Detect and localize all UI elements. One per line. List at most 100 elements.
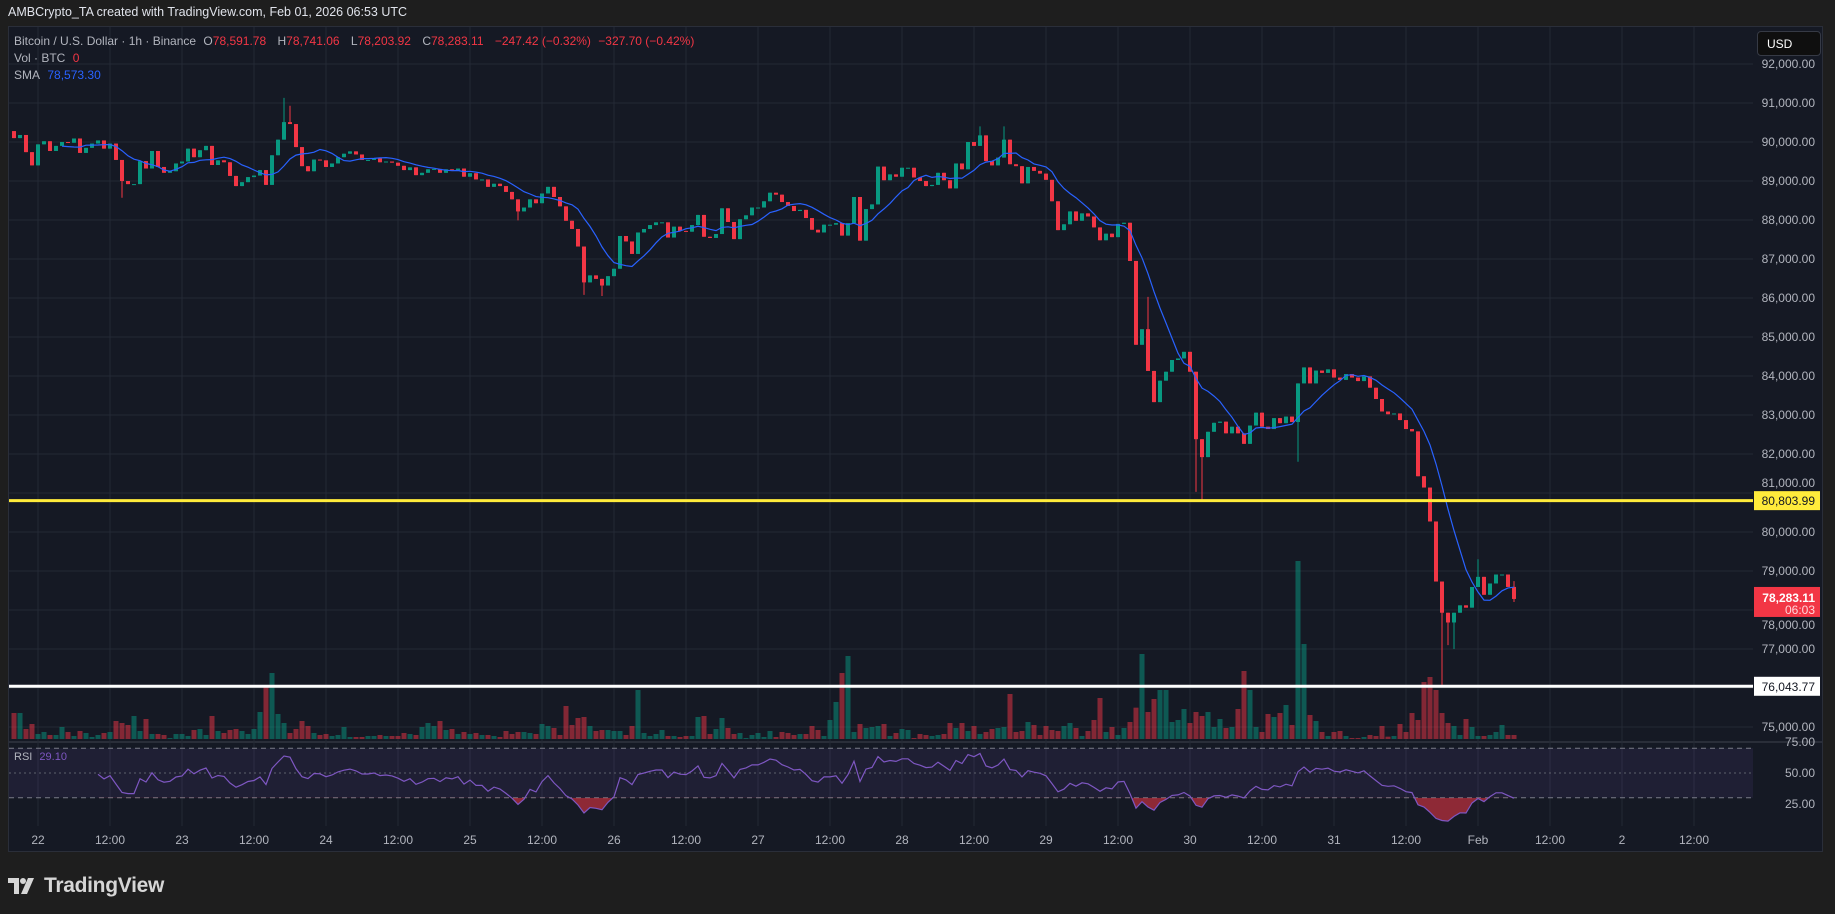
candle-body — [1368, 376, 1372, 388]
rsi-line — [97, 752, 1515, 822]
candle — [876, 166, 880, 205]
candle — [942, 172, 946, 181]
time-axis-label: 12:00 — [959, 833, 989, 847]
candle — [534, 199, 538, 204]
candle-body — [1302, 367, 1306, 384]
candle-body — [360, 154, 364, 160]
candle — [666, 222, 670, 238]
candle — [750, 207, 754, 216]
candle — [816, 229, 820, 233]
volume-bar — [1031, 725, 1037, 739]
volume-bar — [209, 716, 215, 739]
volume-bar — [575, 718, 581, 739]
volume-bar — [773, 737, 779, 739]
candle-body — [600, 278, 604, 286]
volume-bar — [1145, 712, 1151, 739]
candle-body — [1482, 576, 1486, 595]
volume-bar — [1223, 728, 1229, 739]
volume-bar — [1307, 715, 1313, 739]
close-value: 78,283.11 — [431, 34, 484, 48]
sma-line — [61, 143, 1515, 601]
candle-body — [1410, 429, 1414, 432]
level-price-tag — [1754, 676, 1820, 696]
candle-body — [42, 141, 46, 145]
currency-button[interactable]: USD — [1757, 31, 1821, 56]
candle-body — [510, 191, 514, 200]
candle — [822, 224, 826, 233]
candle-body — [192, 148, 196, 158]
volume-bar — [911, 738, 917, 739]
candle — [540, 193, 544, 204]
candle-body — [480, 179, 484, 181]
candle — [1128, 222, 1132, 261]
volume-bar — [611, 731, 617, 739]
candle-body — [1434, 521, 1438, 582]
sma-value: 78,573.30 — [47, 68, 101, 82]
candle-body — [1128, 222, 1132, 261]
sma-label[interactable]: SMA — [14, 68, 41, 82]
volume-bar — [47, 735, 53, 739]
candle — [528, 199, 532, 208]
candle — [1032, 166, 1036, 171]
volume-bar — [1061, 726, 1067, 739]
volume-bar — [1481, 736, 1487, 739]
candle-body — [12, 131, 16, 139]
rsi-label[interactable]: RSI — [14, 751, 33, 763]
candle-body — [1014, 164, 1018, 167]
candle — [768, 192, 772, 202]
candle-body — [696, 214, 700, 226]
volume-bar — [1433, 690, 1439, 739]
candle — [960, 163, 964, 170]
volume-bar — [53, 735, 59, 739]
candle-body — [468, 173, 472, 177]
candle-body — [744, 215, 748, 220]
volume-bar — [569, 725, 575, 739]
volume-bar — [1193, 712, 1199, 739]
tradingview-logo[interactable]: TradingView — [8, 874, 164, 898]
candle-body — [564, 206, 568, 221]
symbol-name[interactable]: Bitcoin / U.S. Dollar · 1h · Binance — [14, 34, 197, 48]
volume-bar — [419, 727, 425, 739]
candle — [1074, 211, 1078, 221]
candle — [12, 131, 16, 139]
candle — [78, 138, 82, 153]
candle — [582, 246, 586, 295]
candle-body — [342, 153, 346, 158]
candle — [1104, 233, 1108, 241]
candle-body — [1296, 383, 1300, 423]
candle-body — [1020, 166, 1024, 184]
low-label: L — [350, 34, 358, 48]
volume-label[interactable]: Vol · BTC — [14, 51, 66, 65]
candle — [396, 162, 400, 166]
candle — [1212, 422, 1216, 432]
volume-bar — [1271, 717, 1277, 739]
volume-bar — [1001, 727, 1007, 739]
candle-body — [1428, 487, 1432, 522]
candle — [990, 161, 994, 166]
time-axis-label: 12:00 — [239, 833, 269, 847]
candle-body — [126, 181, 130, 185]
volume-bar — [677, 737, 683, 739]
candle — [84, 147, 88, 153]
candle-body — [1344, 374, 1348, 380]
candle — [1116, 223, 1120, 238]
candle-body — [1008, 139, 1012, 165]
candle-body — [870, 204, 874, 210]
candle — [282, 97, 286, 140]
candle-body — [1206, 431, 1210, 458]
candle — [852, 196, 856, 224]
volume-bar — [1115, 735, 1121, 739]
volume-bar — [887, 736, 893, 739]
candle-body — [660, 222, 664, 224]
close-label: C — [422, 34, 431, 48]
candle-body — [1488, 583, 1492, 595]
volume-bar — [137, 731, 143, 739]
volume-bar — [413, 735, 419, 739]
candle-body — [504, 186, 508, 192]
volume-bar — [935, 735, 941, 739]
candle-body — [1002, 139, 1006, 158]
price-axis-label: 80,000.00 — [1762, 525, 1816, 539]
candle-body — [312, 159, 316, 172]
candle — [222, 160, 226, 163]
